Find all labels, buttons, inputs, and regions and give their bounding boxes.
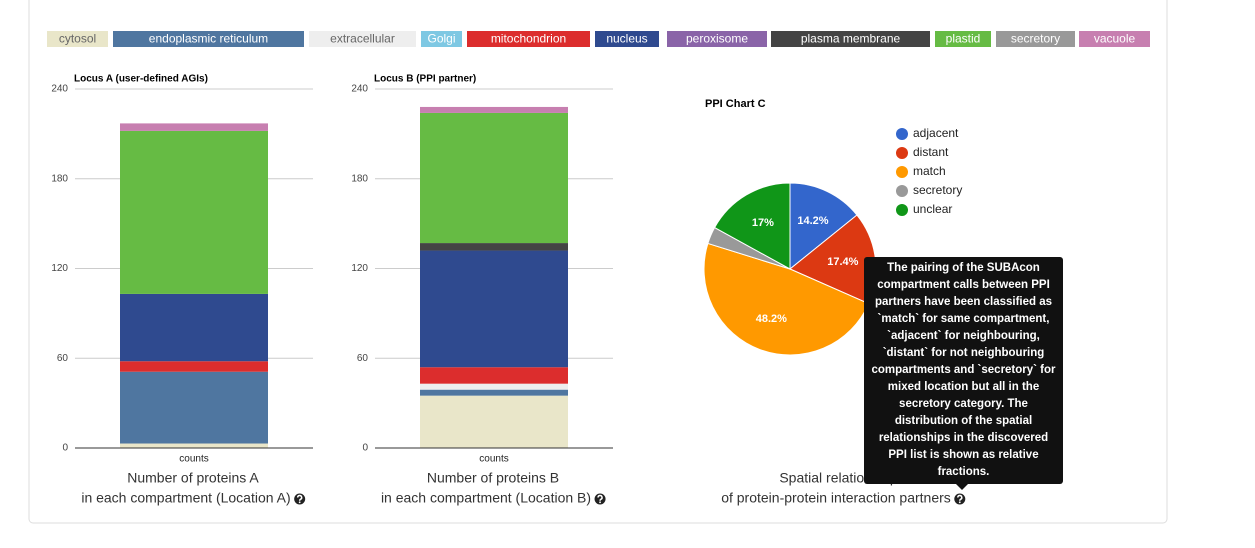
bar-segment[interactable] bbox=[120, 443, 268, 448]
legend-swatch[interactable] bbox=[113, 31, 304, 47]
bar-segment[interactable] bbox=[120, 123, 268, 131]
legend-label: nucleus bbox=[606, 32, 647, 46]
bar-segment[interactable] bbox=[420, 243, 568, 251]
y-tick-label: 240 bbox=[351, 84, 368, 95]
legend-label: match bbox=[913, 164, 946, 178]
bar-segment[interactable] bbox=[420, 112, 568, 244]
slice-label: 17% bbox=[752, 217, 774, 229]
legend-dot[interactable] bbox=[896, 166, 908, 178]
legend-label: extracellular bbox=[330, 32, 395, 46]
bar-segment[interactable] bbox=[420, 389, 568, 396]
y-tick-label: 0 bbox=[362, 443, 368, 454]
chart-title: Locus B (PPI partner) bbox=[374, 74, 476, 85]
caption: of protein-protein interaction partners bbox=[721, 490, 951, 506]
y-tick-label: 240 bbox=[51, 84, 68, 95]
help-dot bbox=[298, 501, 301, 504]
bar-segment[interactable] bbox=[420, 395, 568, 448]
tooltip-line: `distant` for not neighbouring bbox=[883, 347, 1045, 359]
caption: in each compartment (Location B) bbox=[381, 490, 591, 506]
help-mark bbox=[296, 494, 303, 501]
tooltip-line: fractions. bbox=[938, 466, 990, 478]
help-icon[interactable] bbox=[594, 493, 606, 505]
legend-swatch[interactable] bbox=[47, 31, 108, 47]
y-tick-label: 120 bbox=[351, 263, 368, 274]
slice-label: 17.4% bbox=[827, 256, 858, 268]
pie-slice[interactable] bbox=[789, 182, 858, 271]
slice-label: 14.2% bbox=[797, 215, 828, 227]
chart-title: Locus A (user-defined AGIs) bbox=[74, 74, 208, 85]
x-tick-label: counts bbox=[479, 454, 508, 465]
y-tick-label: 60 bbox=[57, 353, 69, 364]
legend-label: plastid bbox=[946, 32, 981, 46]
y-tick-label: 120 bbox=[51, 263, 68, 274]
legend-label: plasma membrane bbox=[801, 32, 901, 46]
legend-swatch[interactable] bbox=[467, 31, 590, 47]
legend-label: peroxisome bbox=[686, 32, 748, 46]
legend-label: distant bbox=[913, 145, 949, 159]
caption: in each compartment (Location A) bbox=[81, 490, 290, 506]
legend-label: adjacent bbox=[913, 126, 959, 140]
tooltip-line: PPI list is shown as relative bbox=[888, 449, 1038, 461]
tooltip-line: `match` for same compartment, bbox=[878, 313, 1050, 325]
legend-swatch[interactable] bbox=[421, 31, 462, 47]
y-tick-label: 180 bbox=[351, 173, 368, 184]
y-tick-label: 180 bbox=[51, 173, 68, 184]
bar-segment[interactable] bbox=[120, 130, 268, 294]
slice-label: 48.2% bbox=[756, 313, 787, 325]
tooltip-line: secretory category. The bbox=[899, 398, 1028, 410]
help-icon[interactable] bbox=[294, 493, 306, 505]
legend-label: secretory bbox=[913, 183, 962, 197]
legend-swatch[interactable] bbox=[309, 31, 416, 47]
legend-dot[interactable] bbox=[896, 128, 908, 140]
tooltip-line: mixed location but all in the bbox=[888, 381, 1039, 393]
tooltip-box bbox=[864, 257, 1063, 484]
pie-slice[interactable] bbox=[703, 242, 870, 356]
legend-swatch[interactable] bbox=[996, 31, 1075, 47]
tooltip-arrow bbox=[956, 484, 968, 490]
legend-dot[interactable] bbox=[896, 204, 908, 216]
legend-dot[interactable] bbox=[896, 185, 908, 197]
help-dot bbox=[599, 501, 601, 504]
legend-swatch[interactable] bbox=[935, 31, 991, 47]
bar-segment[interactable] bbox=[420, 250, 568, 368]
legend-swatch[interactable] bbox=[667, 31, 767, 47]
bar-segment[interactable] bbox=[420, 367, 568, 384]
bar-segment[interactable] bbox=[120, 361, 268, 372]
legend-label: mitochondrion bbox=[491, 32, 566, 46]
chart-title: PPI Chart C bbox=[705, 98, 766, 110]
help-icon[interactable] bbox=[954, 493, 966, 505]
legend-label: cytosol bbox=[59, 32, 96, 46]
tooltip-line: relationships in the discovered bbox=[879, 432, 1048, 444]
y-tick-label: 0 bbox=[62, 443, 68, 454]
help-dot bbox=[958, 501, 961, 504]
legend-swatch[interactable] bbox=[1079, 31, 1150, 47]
tooltip-line: compartments and `secretory` for bbox=[871, 364, 1056, 376]
help-mark bbox=[957, 494, 963, 501]
bar-segment[interactable] bbox=[420, 383, 568, 390]
tooltip-line: distribution of the spatial bbox=[895, 415, 1032, 427]
bar-segment[interactable] bbox=[420, 106, 568, 113]
help-mark bbox=[597, 494, 603, 501]
pie-slice[interactable] bbox=[713, 182, 791, 270]
x-tick-label: counts bbox=[179, 454, 208, 465]
legend-label: endoplasmic reticulum bbox=[149, 32, 268, 46]
bar-segment[interactable] bbox=[120, 293, 268, 362]
tooltip-line: compartment calls between PPI bbox=[877, 279, 1050, 291]
legend-label: secretory bbox=[1011, 32, 1060, 46]
legend-label: unclear bbox=[913, 202, 952, 216]
legend-label: Golgi bbox=[427, 32, 455, 46]
legend-swatch[interactable] bbox=[595, 31, 659, 47]
caption: Number of proteins A bbox=[127, 470, 259, 486]
y-tick-label: 60 bbox=[357, 353, 369, 364]
legend-label: vacuole bbox=[1094, 32, 1136, 46]
tooltip-line: `adjacent` for neighbouring, bbox=[887, 330, 1040, 342]
caption: Number of proteins B bbox=[427, 470, 559, 486]
tooltip-line: partners have been classified as bbox=[875, 296, 1052, 308]
legend-dot[interactable] bbox=[896, 147, 908, 159]
tooltip-line: The pairing of the SUBAcon bbox=[887, 262, 1040, 274]
bar-segment[interactable] bbox=[120, 371, 268, 444]
legend-swatch[interactable] bbox=[771, 31, 930, 47]
